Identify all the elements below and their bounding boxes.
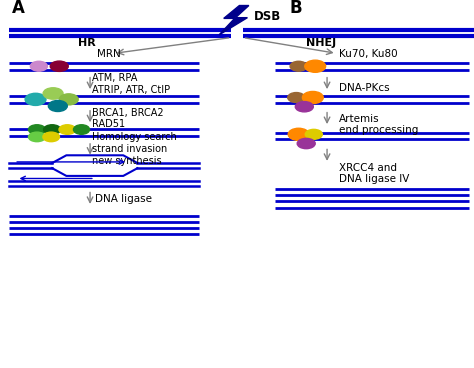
Text: A: A [12,0,25,17]
Polygon shape [219,6,249,35]
Ellipse shape [28,125,46,134]
Ellipse shape [73,125,90,134]
Text: BRCA1, BRCA2
RAD51: BRCA1, BRCA2 RAD51 [92,108,164,129]
Text: NHEJ: NHEJ [306,38,336,49]
Text: HR: HR [78,38,96,49]
Ellipse shape [50,61,68,71]
Ellipse shape [288,128,309,141]
Ellipse shape [25,93,46,105]
Text: XRCC4 and
DNA ligase IV: XRCC4 and DNA ligase IV [339,163,409,184]
Text: DNA ligase: DNA ligase [95,194,152,204]
Text: B: B [289,0,302,17]
Text: DSB: DSB [254,10,281,23]
Ellipse shape [30,61,47,71]
Ellipse shape [43,88,63,99]
Ellipse shape [43,132,60,142]
Ellipse shape [305,130,322,139]
Text: Ku70, Ku80: Ku70, Ku80 [339,49,398,60]
Ellipse shape [288,92,305,102]
Text: MRN: MRN [97,49,121,60]
Ellipse shape [28,132,46,142]
Text: Homology search
strand invasion
new synthesis: Homology search strand invasion new synt… [92,132,177,166]
Ellipse shape [48,100,67,112]
Ellipse shape [305,60,326,72]
Ellipse shape [59,125,76,134]
Text: Artemis
end processing: Artemis end processing [339,114,418,135]
Ellipse shape [302,91,323,104]
Ellipse shape [295,102,313,112]
Text: ATM, RPA
ATRIP, ATR, CtIP: ATM, RPA ATRIP, ATR, CtIP [92,73,171,95]
Ellipse shape [44,125,61,134]
Text: DNA-PKcs: DNA-PKcs [339,83,390,93]
Ellipse shape [59,94,78,105]
Ellipse shape [297,138,315,149]
Ellipse shape [290,61,307,71]
